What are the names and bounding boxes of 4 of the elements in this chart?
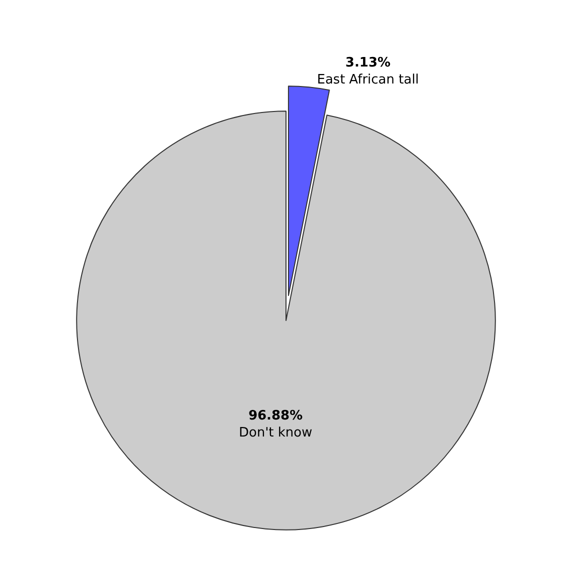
data-label: 3.13%: [345, 55, 391, 70]
slice-label: Don't know: [238, 426, 313, 441]
data-label: 96.88%: [248, 408, 303, 424]
slice-label: East African tall: [316, 72, 419, 88]
